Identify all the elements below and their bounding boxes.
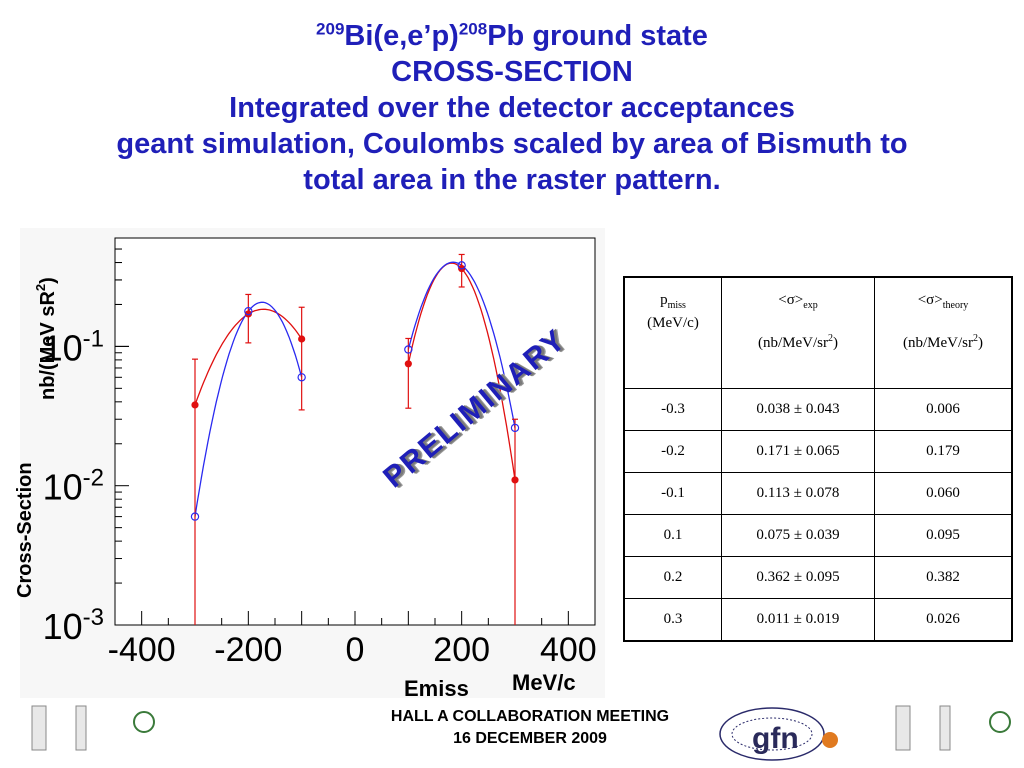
title-reaction: Bi(e,e’p) <box>344 20 459 52</box>
axis-ticks <box>114 248 596 626</box>
gfn-logo: gfn <box>719 707 838 761</box>
y-axis-unit-text: nb/(MeV sR <box>37 291 59 400</box>
x-tick-label: 200 <box>433 631 490 669</box>
x-tick-label: -200 <box>214 631 282 669</box>
header-exp-unit-sup: 2 <box>828 333 833 344</box>
table-row: 0.2 0.362 ± 0.095 0.382 <box>623 556 1013 599</box>
header-exp-unit-text: (nb/MeV/sr <box>758 335 828 351</box>
x-axis-label: Emiss <box>404 676 469 700</box>
gfn-logo-text: gfn <box>752 722 799 755</box>
table-cell-theory: 0.060 <box>874 472 1013 515</box>
y-tick-label: 10-1 <box>43 325 104 368</box>
table-row: -0.2 0.171 ± 0.065 0.179 <box>623 430 1013 473</box>
table-cell-exp: 0.362 ± 0.095 <box>721 556 875 599</box>
header-pmiss-symbol: p <box>660 292 668 308</box>
y-tick-label: 10-2 <box>43 465 104 508</box>
exp-data-point <box>298 335 306 343</box>
title-isotope-bi: 209 <box>316 19 345 39</box>
slide-title: 209Bi(e,e’p)208Pb ground state CROSS-SEC… <box>0 18 1024 198</box>
table-cell-pmiss: 0.2 <box>623 556 722 599</box>
title-state: Pb ground state <box>487 20 708 52</box>
title-isotope-pb: 208 <box>458 19 488 39</box>
table-cell-exp: 0.011 ± 0.019 <box>721 598 875 642</box>
x-tick-labels: -400 -200 0 200 400 <box>108 631 597 669</box>
footer-date: 16 DECEMBER 2009 <box>453 730 607 747</box>
theory-data-point <box>190 512 200 521</box>
header-pmiss: pmiss (MeV/c) <box>623 276 722 389</box>
header-exp-sub: exp <box>803 300 818 311</box>
data-points <box>190 261 520 521</box>
table-row: -0.3 0.038 ± 0.043 0.006 <box>623 388 1013 431</box>
theory-data-point <box>510 423 520 433</box>
table-header-row: pmiss (MeV/c) <σ>exp (nb/MeV/sr2) <σ>the… <box>623 276 1013 389</box>
x-axis-unit: MeV/c <box>512 670 576 695</box>
plot-frame <box>114 237 596 626</box>
theory-data-point <box>244 306 253 316</box>
table-cell-pmiss: 0.1 <box>623 514 722 557</box>
table-row: 0.1 0.075 ± 0.039 0.095 <box>623 514 1013 557</box>
y-tick-labels: 10-1 10-2 10-3 <box>43 325 104 647</box>
y-tick-label: 10-3 <box>43 604 104 647</box>
theory-data-point <box>297 373 306 382</box>
x-tick-label: 0 <box>346 631 365 669</box>
exp-data-point <box>191 401 199 409</box>
y-axis-unit-close: ) <box>37 277 59 284</box>
title-line-5: total area in the raster pattern. <box>303 164 721 196</box>
table-cell-theory: 0.179 <box>874 430 1013 473</box>
table-cell-exp: 0.038 ± 0.043 <box>721 388 875 431</box>
results-table: pmiss (MeV/c) <σ>exp (nb/MeV/sr2) <σ>the… <box>623 276 1013 642</box>
header-theory-unit-sup: 2 <box>973 333 978 344</box>
y-axis-unit: nb/(MeV sR2) <box>33 277 59 400</box>
header-exp-unit-close: ) <box>833 335 838 351</box>
x-tick-label: 400 <box>540 631 597 669</box>
header-theory: <σ>theory (nb/MeV/sr2) <box>874 276 1013 389</box>
jefferson-lab-logo <box>31 705 155 751</box>
footer: HALL A COLLABORATION MEETING 16 DECEMBER… <box>340 706 720 750</box>
exp-data-point <box>511 476 519 484</box>
footer-meeting: HALL A COLLABORATION MEETING <box>390 708 670 725</box>
table-cell-theory: 0.006 <box>874 388 1013 431</box>
header-exp-symbol: <σ> <box>778 292 804 308</box>
table-cell-theory: 0.095 <box>874 514 1013 557</box>
header-theory-sub: theory <box>942 300 969 311</box>
table-cell-exp: 0.075 ± 0.039 <box>721 514 875 557</box>
table-cell-pmiss: -0.2 <box>623 430 722 473</box>
header-exp: <σ>exp (nb/MeV/sr2) <box>721 276 875 389</box>
header-pmiss-sub: miss <box>667 300 686 311</box>
title-line-3: Integrated over the detector acceptances <box>229 92 795 124</box>
y-axis-label: Cross-Section <box>14 462 36 598</box>
theory-data-point <box>457 261 466 270</box>
table-cell-pmiss: 0.3 <box>623 598 722 642</box>
x-tick-label: -400 <box>108 631 176 669</box>
table-cell-pmiss: -0.3 <box>623 388 722 431</box>
header-exp-unit: (nb/MeV/sr2) <box>722 333 874 352</box>
title-line-1: 209Bi(e,e’p)208Pb ground state <box>0 18 1024 54</box>
title-line-4: geant simulation, Coulombs scaled by are… <box>116 128 908 160</box>
header-pmiss-unit: (MeV/c) <box>647 315 699 331</box>
theory-data-point <box>404 345 413 354</box>
header-theory-unit-text: (nb/MeV/sr <box>903 335 973 351</box>
table-row: -0.1 0.113 ± 0.078 0.060 <box>623 472 1013 515</box>
partner-logos <box>895 705 1011 751</box>
cross-section-chart: -400 -200 0 200 400 10-1 10-2 10-3 Emiss MeV/c… <box>14 228 605 700</box>
table-cell-theory: 0.026 <box>874 598 1013 642</box>
exp-data-point <box>244 310 252 318</box>
y-axis-unit-sup: 2 <box>33 284 48 291</box>
table-cell-pmiss: -0.1 <box>623 472 722 515</box>
table-cell-exp: 0.113 ± 0.078 <box>721 472 875 515</box>
header-theory-symbol: <σ> <box>917 292 943 308</box>
exp-data-point <box>404 360 412 368</box>
table-cell-theory: 0.382 <box>874 556 1013 599</box>
title-line-2: CROSS-SECTION <box>391 56 633 88</box>
header-theory-unit-close: ) <box>978 335 983 351</box>
table-cell-exp: 0.171 ± 0.065 <box>721 430 875 473</box>
header-theory-unit: (nb/MeV/sr2) <box>875 333 1011 352</box>
table-row: 0.3 0.011 ± 0.019 0.026 <box>623 598 1013 642</box>
